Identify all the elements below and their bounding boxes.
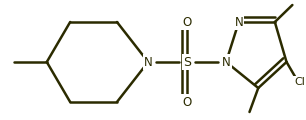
Text: O: O — [182, 96, 192, 108]
Text: N: N — [222, 55, 230, 69]
Text: O: O — [182, 15, 192, 29]
Text: N: N — [144, 55, 152, 69]
Text: Cl: Cl — [294, 77, 305, 87]
Text: N: N — [234, 15, 243, 29]
Text: S: S — [183, 55, 191, 69]
